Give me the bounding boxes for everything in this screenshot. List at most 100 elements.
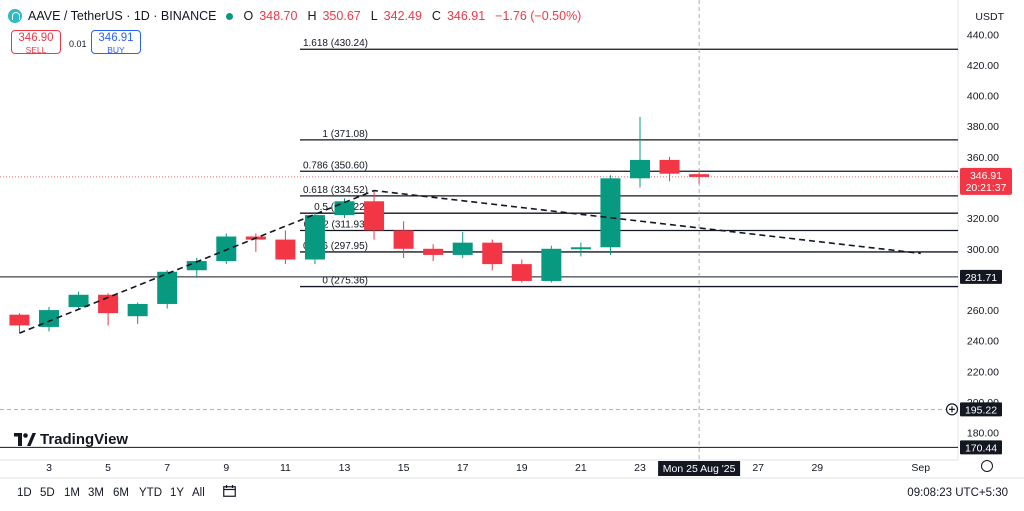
fib-level-label: 0.786 (350.60) — [303, 160, 368, 171]
gear-icon[interactable] — [981, 460, 993, 472]
change-value: −1.76 (−0.50%) — [495, 9, 582, 23]
crosshair-date-tag: Mon 25 Aug '25 — [663, 463, 736, 475]
candle-body — [393, 230, 414, 249]
buy-price: 346.91 — [98, 32, 134, 44]
price-tag-281: 281.71 — [965, 272, 997, 284]
range-3m-button[interactable]: 3M — [88, 487, 104, 499]
range-1m-button[interactable]: 1M — [64, 487, 80, 499]
chart-header: AAVE / TetherUS · 1D · BINANCE O 348.70 H… — [8, 9, 585, 23]
candle-body — [482, 242, 503, 265]
y-tick-label: 440.00 — [967, 29, 999, 41]
last-price-tag-bg — [960, 167, 1012, 195]
bottom-toolbar: 1D 5D 1M 3M 6M YTD 1Y All 09:08:23 UTC+5… — [0, 480, 1024, 506]
y-tick-label: 380.00 — [967, 121, 999, 133]
candle-body — [304, 215, 325, 260]
price-tag-281-bg — [960, 269, 1002, 284]
price-tag-170: 170.44 — [965, 442, 997, 454]
price-tag-170-bg — [960, 440, 1002, 455]
range-1d-button[interactable]: 1D — [17, 487, 32, 499]
candle-body — [452, 242, 473, 255]
range-5d-button[interactable]: 5D — [40, 487, 55, 499]
fib-level-label: 0.382 (311.93) — [304, 220, 368, 231]
candle-body — [600, 178, 621, 248]
open-value: 348.70 — [259, 9, 298, 23]
candle-body — [9, 314, 30, 326]
candle-body — [541, 248, 562, 281]
last-price-tag: 346.91 — [970, 170, 1002, 182]
x-tick-label: 3 — [46, 462, 52, 474]
candle-body — [157, 271, 178, 304]
x-tick-label: 17 — [457, 462, 469, 474]
y-tick-label: 180.00 — [967, 428, 999, 440]
fib-level-label: 0.618 (334.52) — [303, 185, 368, 196]
candle-body — [334, 201, 355, 216]
close-label: C — [431, 9, 441, 23]
sell-label: SELL — [25, 45, 47, 55]
crosshair-price-tag-bg — [960, 402, 1002, 417]
low-label: L — [370, 9, 378, 23]
fib-level-label: 0 (275.36) — [322, 276, 368, 287]
open-label: O — [243, 9, 254, 23]
high-label: H — [307, 9, 317, 23]
candle-body — [423, 248, 444, 255]
candle-body — [570, 247, 591, 250]
candle-body — [511, 264, 532, 281]
y-tick-label: 300.00 — [967, 244, 999, 256]
candle-body — [216, 236, 237, 262]
range-all-button[interactable]: All — [192, 487, 205, 499]
x-tick-label: 27 — [752, 462, 764, 474]
range-ytd-button[interactable]: YTD — [139, 487, 162, 499]
y-tick-label: 360.00 — [967, 152, 999, 164]
range-1y-button[interactable]: 1Y — [170, 487, 185, 499]
aave-coin-icon — [8, 9, 22, 23]
crosshair-date-tag-bg — [658, 461, 741, 476]
candle-body — [689, 174, 710, 177]
sell-button[interactable]: 346.90 SELL — [11, 30, 61, 55]
x-tick-label: 5 — [105, 462, 111, 474]
x-tick-label: 11 — [280, 462, 291, 474]
x-tick-label: 23 — [634, 462, 646, 474]
candle-body — [275, 239, 296, 260]
countdown-tag: 20:21:37 — [966, 182, 1007, 194]
candle-body — [39, 310, 59, 327]
x-tick-label: 9 — [223, 462, 229, 474]
candle-body — [186, 261, 207, 271]
fib-level-label: 1 (371.08) — [322, 129, 368, 140]
calendar-range-icon[interactable] — [223, 485, 236, 497]
symbol-title[interactable]: AAVE / TetherUS · 1D · BINANCE — [28, 9, 217, 23]
candle-body — [127, 303, 148, 317]
x-tick-label: 7 — [164, 462, 170, 474]
sell-price: 346.90 — [18, 32, 54, 44]
candle-body — [364, 201, 385, 231]
y-tick-label: 260.00 — [967, 305, 999, 317]
x-tick-label: 29 — [811, 462, 823, 474]
candle-body — [659, 159, 680, 174]
buy-label: BUY — [107, 45, 125, 55]
clock-label[interactable]: 09:08:23 UTC+5:30 — [907, 487, 1008, 499]
range-6m-button[interactable]: 6M — [113, 487, 129, 499]
x-tick-label: Sep — [911, 462, 930, 474]
market-open-dot-icon — [226, 12, 234, 20]
low-value: 342.49 — [383, 9, 422, 23]
y-tick-label: 400.00 — [967, 91, 999, 103]
x-tick-label: 21 — [575, 462, 587, 474]
y-tick-label: 420.00 — [967, 60, 999, 72]
trend-line — [19, 189, 921, 334]
tradingview-logo[interactable]: TradingView — [14, 431, 128, 448]
crosshair-price-tag: 195.22 — [965, 404, 997, 416]
tradingview-logo-text: TradingView — [40, 431, 129, 448]
x-tick-label: 13 — [339, 462, 351, 474]
close-value: 346.91 — [446, 9, 486, 23]
y-tick-label: 240.00 — [967, 336, 999, 348]
buy-button[interactable]: 346.91 BUY — [91, 30, 141, 55]
candle-body — [630, 159, 650, 179]
currency-selector[interactable]: USDT — [975, 11, 1004, 23]
candle-body — [68, 294, 89, 308]
x-tick-label: 19 — [516, 462, 528, 474]
high-value: 350.67 — [322, 9, 361, 23]
fib-level-label: 1.618 (430.24) — [303, 38, 368, 49]
spread-value: 0.01 — [69, 39, 87, 49]
tradingview-logo-icon — [14, 433, 36, 446]
x-tick-label: 15 — [398, 462, 410, 474]
